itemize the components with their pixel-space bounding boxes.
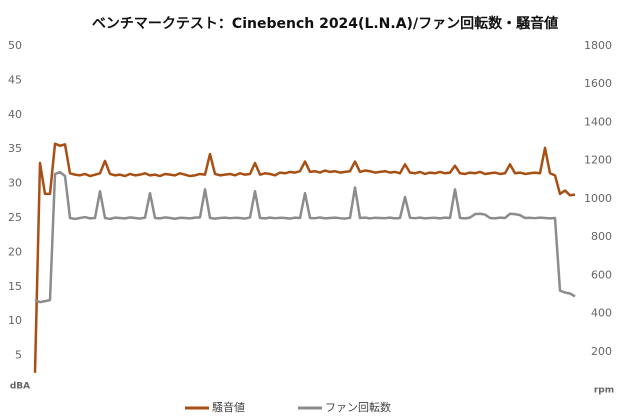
y-tick-label: 45 [8, 73, 22, 86]
y-tick-label: 30 [8, 177, 22, 190]
y2-tick-label: 1600 [584, 77, 612, 90]
legend-label: ファン回転数 [325, 401, 391, 414]
y-axis-label: dBA [10, 382, 30, 392]
y2-tick-label: 400 [591, 307, 612, 320]
y2-tick-label: 1200 [584, 154, 612, 167]
series-line [34, 170, 576, 304]
y2-tick-label: 1800 [584, 39, 612, 52]
chart-title: ベンチマークテスト：Cinebench 2024(L.N.A)/ファン回転数・騒… [92, 15, 558, 32]
y2-tick-label: 200 [591, 345, 612, 358]
y2-tick-label: 1400 [584, 115, 612, 128]
y2-tick-label: 600 [591, 268, 612, 281]
y2-axis-label: rpm [594, 386, 614, 396]
y-tick-label: 40 [8, 108, 22, 121]
y-tick-label: 15 [8, 280, 22, 293]
y-tick-label: 25 [8, 211, 22, 224]
y-tick-label: 50 [8, 39, 22, 52]
y-tick-label: 20 [8, 245, 22, 258]
legend-label: 騒音値 [212, 400, 245, 414]
y-tick-label: 10 [8, 314, 22, 327]
y2-tick-label: 800 [591, 230, 612, 243]
y-tick-label: 35 [8, 142, 22, 155]
y-tick-label: 5 [15, 349, 22, 362]
series-line [33, 142, 576, 373]
y2-tick-label: 1000 [584, 192, 612, 205]
